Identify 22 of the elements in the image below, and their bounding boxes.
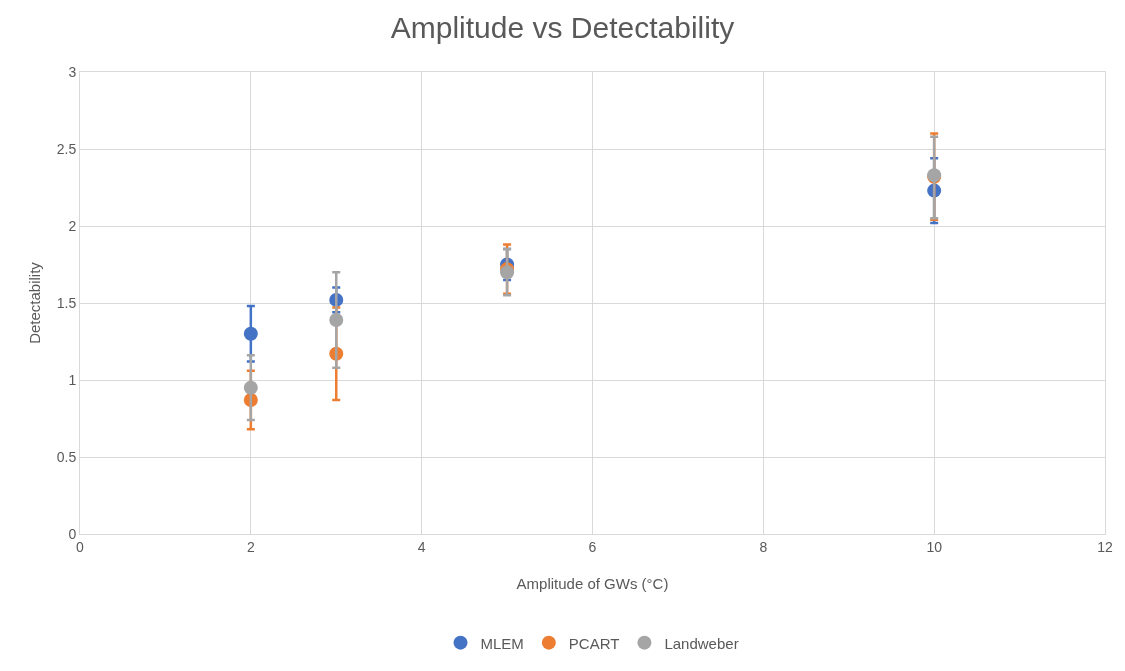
y-tick-label: 1: [68, 371, 77, 388]
y-tick-label: 0: [68, 525, 77, 542]
y-tick-label: 2: [68, 217, 77, 234]
point: [243, 380, 258, 395]
legend-label: Landweber: [664, 634, 739, 652]
legend-label: PCART: [568, 634, 620, 652]
x-axis-title: Amplitude of GWs (°C): [516, 575, 669, 592]
legend-label: MLEM: [480, 634, 524, 652]
point: [243, 326, 258, 341]
y-tick-label: 3: [68, 63, 77, 80]
y-tick-label: 2.5: [56, 140, 77, 157]
x-tick-label: 10: [926, 538, 943, 555]
x-tick-label: 2: [246, 538, 255, 555]
y-axis-title: Detectability: [26, 261, 43, 344]
x-tick-label: 4: [417, 538, 426, 555]
x-tick-label: 8: [759, 538, 768, 555]
chart-title: Amplitude vs Detectability: [390, 10, 735, 44]
y-tick-label: 0.5: [56, 448, 77, 465]
x-tick-label: 12: [1097, 538, 1113, 555]
y-tick-label: 1.5: [56, 294, 77, 311]
x-tick-label: 6: [588, 538, 597, 555]
point: [329, 312, 344, 327]
